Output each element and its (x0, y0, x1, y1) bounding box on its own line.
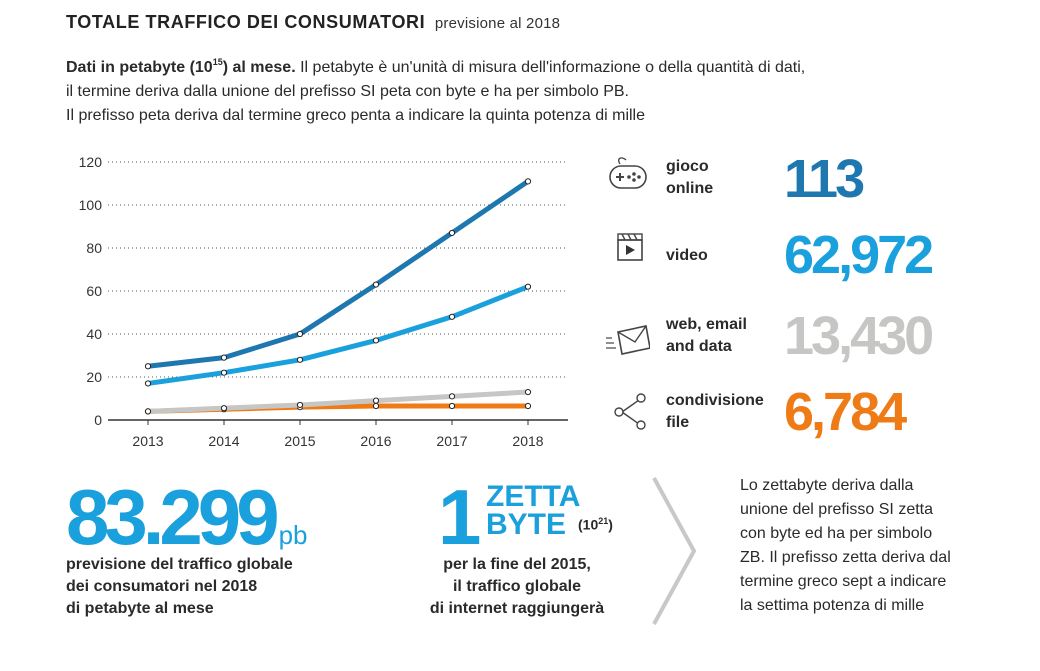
x-tick-label: 2013 (132, 433, 163, 449)
caption-line: previsione del traffico globale (66, 556, 293, 573)
caption-line: il traffico globale (452, 578, 581, 595)
y-tick-label: 80 (86, 240, 102, 256)
note-line: Lo zettabyte deriva dalla (740, 477, 914, 494)
zettabyte-word-zetta: ZETTA (486, 480, 581, 513)
legend-value-condivisione-file: 6,784 (784, 382, 907, 442)
legend-label-line: online (666, 180, 714, 197)
gamepad-icon (609, 157, 647, 189)
series-line-gioco-online (145, 178, 531, 369)
exp-open: (10 (578, 516, 599, 533)
intro-bold-lead: Dati in petabyte (1015) al mese. (66, 57, 296, 76)
data-point-gioco-online (372, 281, 380, 288)
intro-line-2: il termine deriva dalla unione del prefi… (66, 83, 629, 100)
data-point-gioco-online (144, 363, 152, 370)
data-point-condivisione-file (448, 402, 456, 410)
data-point-web-email-and-data (220, 405, 228, 412)
intro-line-1-rest: Il petabyte è un'unità di misura dell'in… (295, 59, 806, 76)
data-point-condivisione-file (524, 402, 532, 410)
traffic-line-chart: 0 20 40 60 80 100 120 2013 2014 2015 2016 2017 2018 (79, 154, 568, 449)
exp-sup: 21 (598, 516, 609, 526)
data-point-web-email-and-data (524, 388, 532, 396)
legend-value-web-email-data: 13,430 (784, 306, 934, 366)
legend-item-condivisione-file: condivisione file 6,784 (600, 382, 1020, 452)
x-tick-label: 2017 (436, 433, 467, 449)
exp-close: ) (608, 516, 613, 533)
envelope-icon (606, 325, 650, 355)
data-point-condivisione-file (372, 402, 380, 410)
data-point-gioco-online (524, 178, 532, 185)
legend-label-video: video (666, 245, 708, 267)
legend-label-gioco-online: gioco online (666, 156, 713, 200)
legend-label-line: condivisione (666, 392, 764, 409)
caption-line: dei consumatori nel 2018 (66, 578, 258, 595)
caption-line: di petabyte al mese (66, 600, 214, 617)
y-tick-label: 0 (94, 412, 102, 428)
page-title: TOTALE TRAFFICO DEI CONSUMATORI previsio… (66, 12, 560, 33)
data-point-video (220, 369, 228, 376)
data-point-web-email-and-data (296, 401, 304, 409)
legend-label-line: gioco (666, 158, 709, 175)
data-point-gioco-online (296, 330, 304, 338)
data-point-web-email-and-data (372, 397, 380, 404)
intro-bold-text: Dati in petabyte (10 (66, 59, 213, 76)
x-tick-label: 2015 (284, 433, 315, 449)
chevron-right-icon (652, 477, 697, 625)
highlight-total-traffic: 83.299 pb (66, 478, 308, 556)
legend-value-video: 62,972 (784, 225, 934, 285)
title-subtitle: previsione al 2018 (434, 15, 561, 32)
y-tick-label: 100 (79, 197, 103, 213)
legend-label-condivisione-file: condivisione file (666, 390, 764, 434)
clapperboard-icon (617, 233, 643, 261)
highlight-total-value: 83.299 (66, 473, 280, 561)
note-line: unione del prefisso SI zetta (740, 501, 934, 518)
intro-bold-exponent: 15 (212, 57, 223, 67)
legend-value-gioco-online: 113 (784, 149, 865, 209)
data-point-video (524, 283, 532, 290)
caption-line: per la fine del 2015, (443, 556, 591, 573)
legend-item-gioco-online: gioco online 113 (600, 148, 1020, 218)
x-tick-label: 2014 (208, 433, 239, 449)
title-main: TOTALE TRAFFICO DEI CONSUMATORI (66, 12, 426, 32)
y-tick-label: 40 (86, 326, 102, 342)
note-line: termine greco sept a indicare (740, 573, 947, 590)
zettabyte-number: 1 (438, 473, 481, 561)
x-tick-label: 2016 (360, 433, 391, 449)
highlight-total-unit: pb (278, 520, 308, 550)
legend-label-line: file (666, 414, 690, 431)
legend-item-video: video 62,972 (600, 224, 1020, 294)
legend-label-line: and data (666, 338, 732, 355)
data-point-video (372, 337, 380, 344)
data-point-web-email-and-data (448, 393, 456, 400)
intro-line-1: Dati in petabyte (1015) al mese. Il peta… (66, 50, 966, 80)
note-line: la settima potenza di mille (740, 597, 925, 614)
intro-paragraph: Dati in petabyte (1015) al mese. Il peta… (66, 50, 966, 128)
legend-label-line: video (666, 247, 708, 264)
data-point-gioco-online (448, 229, 456, 237)
zettabyte-exponent: (1021) (578, 516, 613, 533)
x-tick-label: 2018 (512, 433, 543, 449)
legend-item-web-email-data: web, email and data 13,430 (600, 306, 1020, 376)
y-tick-label: 20 (86, 369, 102, 385)
data-point-video (296, 356, 304, 363)
intro-bold-tail: ) al mese. (222, 59, 296, 76)
highlight-total-caption: previsione del traffico globale dei cons… (66, 554, 293, 620)
legend-label-web-email-data: web, email and data (666, 314, 747, 358)
highlight-zettabyte-caption: per la fine del 2015, il traffico global… (400, 554, 634, 620)
zettabyte-word-byte: BYTE (486, 508, 567, 541)
data-point-gioco-online (220, 354, 228, 361)
series-line-video (145, 284, 531, 386)
data-point-video (448, 313, 456, 320)
legend-label-line: web, email (666, 316, 747, 333)
caption-line: di internet raggiungerà (429, 600, 605, 617)
share-icon (614, 393, 646, 430)
note-line: ZB. Il prefisso zetta deriva dal (740, 549, 951, 566)
note-line: con byte ed ha per simbolo (740, 525, 933, 542)
zettabyte-note: Lo zettabyte deriva dalla unione del pre… (740, 474, 1030, 618)
intro-line-3: Il prefisso peta deriva dal termine grec… (66, 107, 645, 124)
y-tick-label: 120 (79, 154, 103, 170)
data-point-web-email-and-data (144, 408, 152, 415)
data-point-video (144, 380, 152, 387)
series-line-web-email-and-data (145, 389, 531, 414)
y-tick-label: 60 (86, 283, 102, 299)
